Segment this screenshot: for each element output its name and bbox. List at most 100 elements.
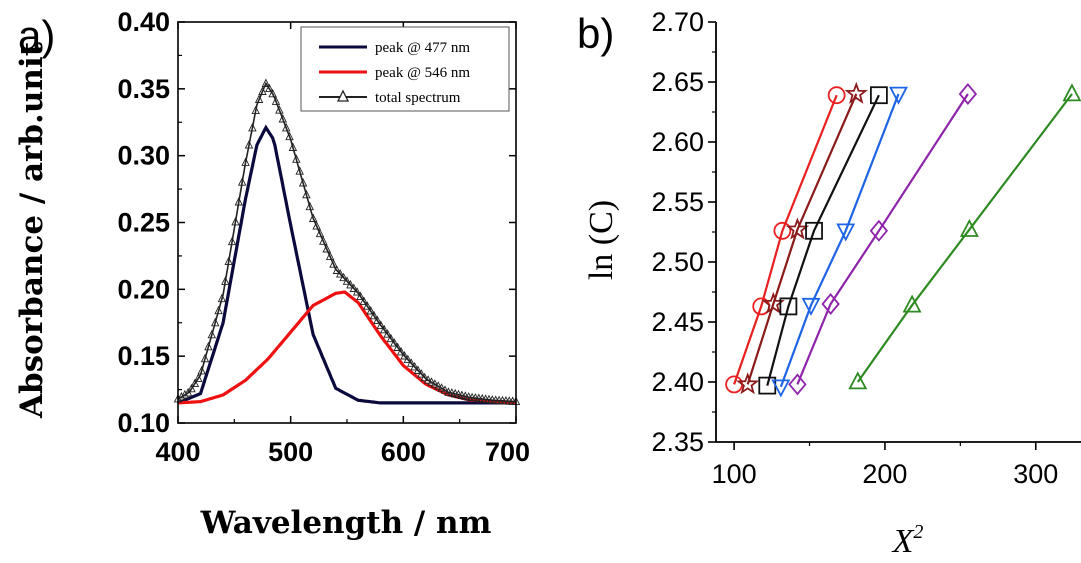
panel-b-series-4-point: [889, 86, 908, 105]
panel-a-series-3-marker: [204, 341, 213, 351]
panel-a-series-3-marker: [298, 177, 308, 187]
panel-b-series-1-point: [827, 86, 846, 105]
panel-a-series-3-marker: [386, 333, 396, 343]
panel-a-series-3-marker: [227, 236, 237, 246]
panel-b-x-axis-label-sup: 2: [913, 521, 923, 543]
panel-a-series-3-marker: [373, 315, 382, 325]
panel-a-series-3-marker: [335, 269, 345, 278]
panel-a-series-3-marker: [207, 329, 217, 339]
panel-a-series-3-marker: [234, 196, 244, 206]
panel-b-series-5-point: [958, 82, 978, 106]
panel-a-series-3-marker: [420, 372, 429, 382]
panel-a-y-axis-label: Absorbance / arb.unit: [14, 41, 50, 419]
panel-a-legend-label: total spectrum: [375, 90, 461, 106]
panel-a-series-3-marker: [410, 361, 419, 371]
panel-b-series-5-point: [869, 219, 889, 242]
panel-a-ticks: 0.10 0.15 0.20 0.25 0.30 0.35 0.40 400 500 600 700: [117, 7, 530, 467]
panel-a-y-tick-label: 0.35: [117, 74, 170, 104]
panel-b-y-tick-label: 2.55: [651, 187, 704, 217]
panel-a-series-3-marker: [308, 213, 318, 222]
panel-a-series-3-marker: [434, 381, 443, 390]
panel-b-series-3-point: [805, 221, 823, 240]
panel-a-y-tick-label: 0.25: [117, 208, 170, 238]
panel-a: a) 0.10 0.15 0.20 0.25 0.30 0.35 0.40 400 500 600…: [14, 7, 530, 541]
panel-a-series-3-marker: [359, 296, 369, 305]
panel-a-series-3-marker: [383, 329, 392, 338]
panel-a-series-3-marker: [288, 142, 298, 151]
panel-a-series-3-marker: [396, 346, 406, 356]
panel-a-legend-label: peak @ 546 nm: [375, 65, 470, 81]
panel-b-series-6-point: [902, 294, 922, 313]
panel-a-series-3-marker: [319, 236, 328, 245]
panel-b-series-4-point: [771, 379, 791, 398]
panel-a-series-3-marker: [322, 243, 331, 253]
panel-a-series-3-marker: [423, 375, 433, 384]
panel-a-series-3-marker: [231, 216, 240, 226]
panel-a-series-3-marker: [305, 201, 315, 211]
panel-a-legend: peak @ 477 nm peak @ 546 nm total spectrum: [300, 26, 510, 112]
panel-a-series-3-marker: [400, 350, 409, 360]
panel-a-series-3-marker: [403, 354, 413, 364]
panel-a-series-3-marker: [312, 221, 321, 230]
panel-a-series-3-marker: [214, 305, 223, 315]
panel-b-series-6-point: [1062, 83, 1081, 102]
panel-a-x-tick-label: 400: [155, 437, 200, 467]
panel-a-series-3-marker: [251, 105, 260, 115]
panel-b-series-5-point: [788, 373, 807, 396]
panel-a-series-3-marker: [177, 391, 186, 401]
panel-b-series-1-point: [725, 375, 743, 394]
panel-a-series-3-marker: [221, 276, 230, 285]
panel-a-series-3-marker: [413, 365, 423, 374]
panel-b-plot: [715, 22, 1081, 443]
panel-b-series-1-point: [773, 221, 792, 240]
panel-a-series-3-marker: [342, 276, 352, 285]
panel-a-series-3-marker: [417, 369, 426, 378]
panel-a-series-3-marker: [352, 287, 362, 296]
panel-a-series-3-marker: [295, 166, 304, 175]
panel-b-series-2-line: [746, 93, 858, 385]
panel-b-series-6-line: [856, 93, 1073, 383]
panel-a-y-tick-label: 0.10: [117, 408, 170, 438]
panel-b-ticks: 2.35 2.40 2.45 2.50 2.55 2.60 2.65 2.70 100 200 30…: [651, 7, 1058, 489]
panel-b-label: b): [577, 10, 614, 57]
panel-b-y-tick-label: 2.40: [651, 367, 704, 397]
panel-a-legend-marker: [336, 89, 350, 102]
panel-b-series-2-point: [735, 372, 760, 395]
panel-a-series-3-marker: [180, 389, 190, 399]
panel-a-series-3-marker: [200, 353, 210, 363]
panel-a-series-3-marker: [369, 310, 379, 320]
panel-b-series-4-line: [779, 93, 900, 388]
panel-b-x-axis-label: X2: [891, 521, 924, 560]
panel-a-series-3-marker: [224, 256, 233, 266]
panel-a-series-3-marker: [379, 324, 389, 334]
panel-a-series-3-marker: [183, 387, 193, 397]
panel-a-series-3-marker: [244, 140, 254, 149]
panel-a-series-3-marker: [285, 131, 294, 141]
panel-a-y-tick-label: 0.20: [117, 274, 170, 304]
panel-a-series-3-marker: [281, 122, 291, 132]
panel-b-series-3-point: [869, 86, 888, 105]
panel-a-series-3-marker: [393, 342, 402, 351]
panel-a-series-3-marker: [254, 94, 264, 103]
panel-a-series-3-marker: [302, 189, 311, 199]
panel-a-y-tick-label: 0.15: [117, 341, 170, 371]
panel-b-x-tick-label: 200: [862, 459, 907, 489]
panel-a-series-3-marker: [440, 385, 450, 394]
panel-a-x-tick-label: 700: [485, 437, 530, 467]
panel-a-series-3-marker: [217, 293, 227, 303]
panel-a-series-2-line: [177, 290, 517, 405]
panel-b-series-1-line: [733, 94, 838, 385]
panel-a-series-3-marker: [194, 373, 203, 382]
panel-a-series-3-marker: [349, 283, 359, 292]
panel-a-x-tick-label: 600: [381, 437, 426, 467]
panel-a-series-3-marker: [339, 272, 348, 282]
panel-a-series-3-marker: [346, 279, 355, 289]
panel-b-series-6-point: [848, 371, 868, 390]
panel-a-series-3-marker: [271, 96, 281, 105]
panel-a-series-3-marker: [390, 338, 399, 347]
panel-a-series-3-marker: [265, 83, 274, 93]
panel-a-series-3-marker: [332, 265, 342, 274]
panel-a-series-3-marker: [366, 305, 375, 315]
panel-b-x-tick-label: 100: [712, 459, 757, 489]
